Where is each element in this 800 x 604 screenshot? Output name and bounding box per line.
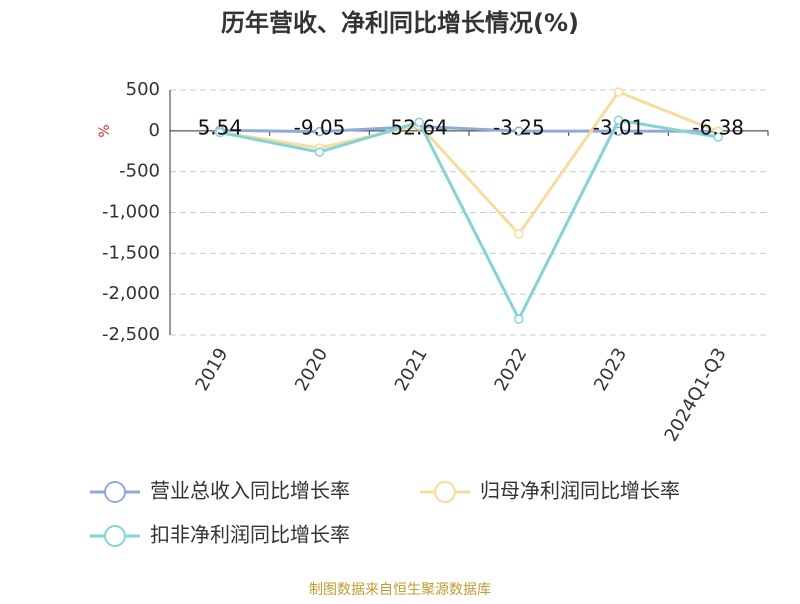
data-point: [514, 314, 524, 324]
y-axis-label: %: [97, 124, 113, 137]
x-tick-label: 2019: [191, 345, 232, 395]
data-label: -3.01: [593, 115, 645, 139]
x-tick-label: 2024Q1-Q3: [661, 345, 731, 446]
y-tick-label: 500: [126, 79, 160, 100]
data-label: 52.64: [391, 115, 448, 139]
legend-marker: [104, 525, 126, 547]
y-tick-label: -2,000: [102, 283, 160, 304]
x-tick-label: 2023: [590, 345, 631, 395]
y-tick-label: -500: [119, 161, 160, 182]
data-label: -9.05: [294, 115, 346, 139]
legend-marker: [104, 481, 126, 503]
x-tick-label: 2020: [291, 345, 332, 395]
data-point: [514, 126, 524, 136]
y-tick-label: -1,000: [102, 202, 160, 223]
data-point: [414, 117, 424, 128]
chart-title: 历年营收、净利同比增长情况(%): [221, 9, 579, 37]
data-point: [314, 147, 325, 157]
y-tick-label: 0: [149, 120, 160, 141]
series-line: [219, 118, 719, 323]
legend-label: 归母净利润同比增长率: [480, 479, 680, 503]
data-label: -3.25: [493, 115, 545, 139]
footer: 制图数据来自恒生聚源数据库: [309, 582, 491, 598]
data-point: [613, 115, 624, 125]
y-tick-label: -1,500: [102, 242, 160, 263]
series-line: [219, 125, 719, 134]
data-point: [613, 87, 624, 97]
y-tick-label: -2,500: [102, 324, 160, 345]
x-tick-label: 2021: [391, 345, 432, 395]
data-point: [314, 126, 325, 137]
data-point: [215, 127, 225, 138]
series-line: [219, 90, 719, 237]
data-point: [514, 229, 524, 239]
data-point: [713, 132, 723, 142]
x-tick-label: 2022: [490, 345, 531, 395]
data-label: -6.38: [692, 115, 744, 139]
data-label: 5.54: [198, 115, 243, 139]
legend-label: 营业总收入同比增长率: [150, 479, 350, 503]
legend-marker: [434, 481, 456, 503]
legend-label: 扣非净利润同比增长率: [150, 523, 350, 547]
